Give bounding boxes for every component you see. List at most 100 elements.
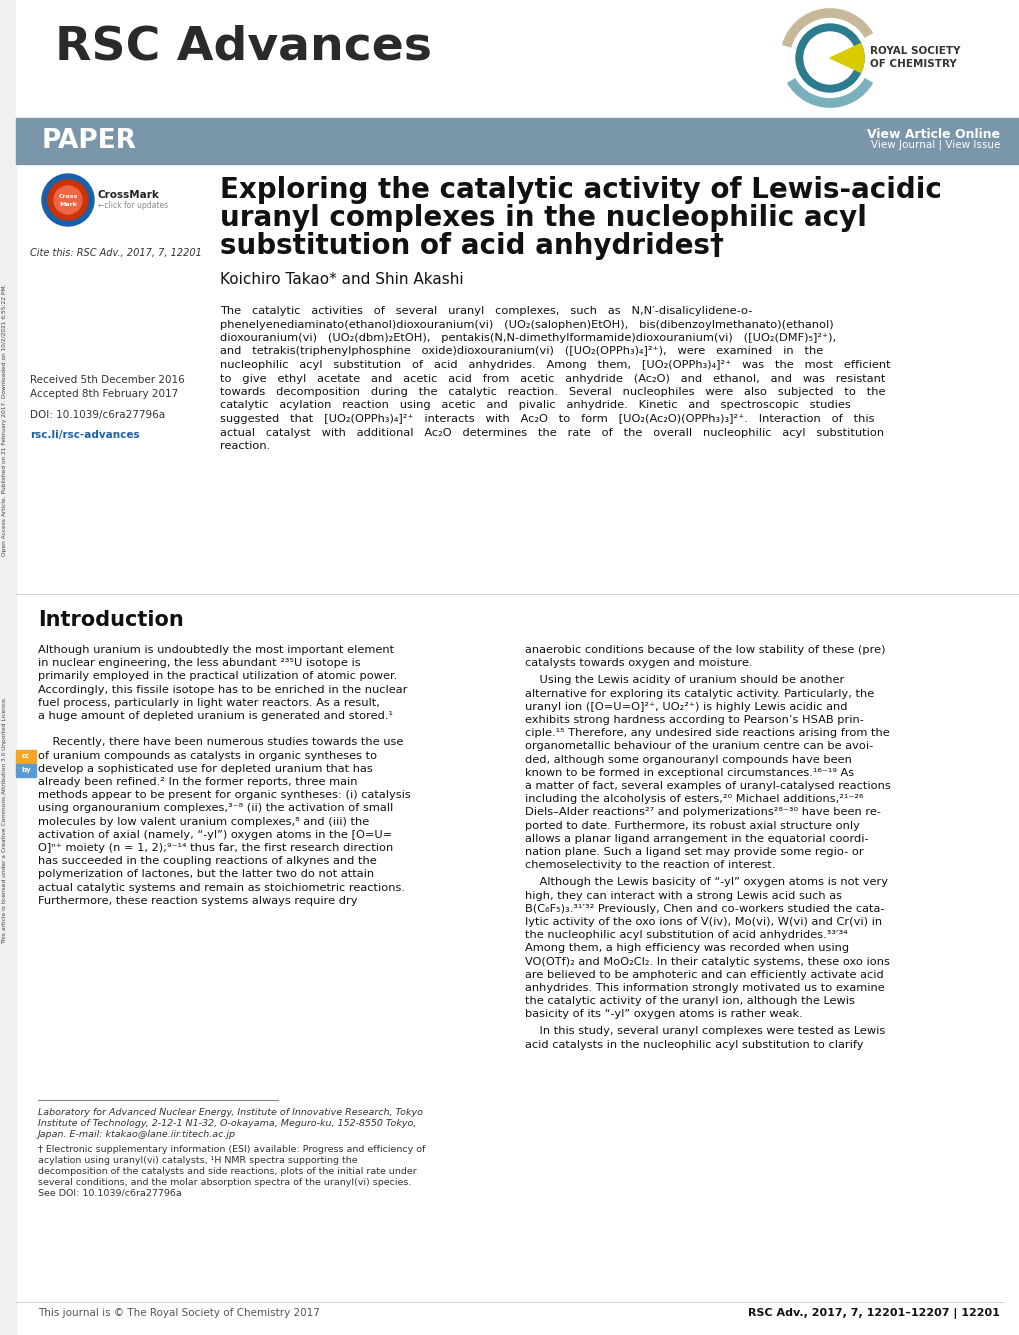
Text: † Electronic supplementary information (ESI) available: Progress and efficiency : † Electronic supplementary information (… (38, 1145, 425, 1153)
Text: exhibits strong hardness according to Pearson’s HSAB prin-: exhibits strong hardness according to Pe… (525, 716, 863, 725)
Text: a matter of fact, several examples of uranyl-catalysed reactions: a matter of fact, several examples of ur… (525, 781, 890, 790)
Text: O]ⁿ⁺ moiety (n = 1, 2);⁹⁻¹⁴ thus far, the first research direction: O]ⁿ⁺ moiety (n = 1, 2);⁹⁻¹⁴ thus far, th… (38, 842, 393, 853)
Text: phenelyenediaminato(ethanol)dioxouranium(vi)   (UO₂(salophen)EtOH),   bis(dibenz: phenelyenediaminato(ethanol)dioxouranium… (220, 319, 833, 330)
Text: already been refined.² In the former reports, three main: already been refined.² In the former rep… (38, 777, 357, 788)
Text: organometallic behaviour of the uranium centre can be avoi-: organometallic behaviour of the uranium … (525, 741, 872, 752)
Text: This journal is © The Royal Society of Chemistry 2017: This journal is © The Royal Society of C… (38, 1308, 320, 1318)
Text: uranyl ion ([O=U=O]²⁺, UO₂²⁺) is highly Lewis acidic and: uranyl ion ([O=U=O]²⁺, UO₂²⁺) is highly … (525, 702, 847, 712)
Text: anaerobic conditions because of the low stability of these (pre): anaerobic conditions because of the low … (525, 645, 884, 655)
Text: uranyl complexes in the nucleophilic acyl: uranyl complexes in the nucleophilic acy… (220, 204, 866, 232)
Text: CrossMark: CrossMark (98, 190, 160, 200)
Text: nation plane. Such a ligand set may provide some regio- or: nation plane. Such a ligand set may prov… (525, 846, 863, 857)
Circle shape (42, 174, 94, 226)
Text: basicity of its “-yl” oxygen atoms is rather weak.: basicity of its “-yl” oxygen atoms is ra… (525, 1009, 802, 1020)
Text: acid catalysts in the nucleophilic acyl substitution to clarify: acid catalysts in the nucleophilic acyl … (525, 1040, 863, 1049)
Text: Accordingly, this fissile isotope has to be enriched in the nuclear: Accordingly, this fissile isotope has to… (38, 685, 407, 694)
Circle shape (795, 24, 863, 92)
Circle shape (48, 180, 88, 220)
Text: including the alcoholysis of esters,²⁰ Michael additions,²¹⁻²⁶: including the alcoholysis of esters,²⁰ M… (525, 794, 863, 804)
Text: reaction.: reaction. (220, 441, 270, 451)
Text: rsc.li/rsc-advances: rsc.li/rsc-advances (30, 430, 140, 441)
Text: Open Access Article. Published on 21 February 2017. Downloaded on 10/2/2021 6:55: Open Access Article. Published on 21 Feb… (2, 284, 7, 557)
Bar (16, 117, 1019, 164)
Text: polymerization of lactones, but the latter two do not attain: polymerization of lactones, but the latt… (38, 869, 374, 880)
Text: Received 5th December 2016: Received 5th December 2016 (30, 375, 184, 384)
Text: anhydrides. This information strongly motivated us to examine: anhydrides. This information strongly mo… (525, 983, 883, 993)
Text: alternative for exploring its catalytic activity. Particularly, the: alternative for exploring its catalytic … (525, 689, 873, 698)
Text: towards   decomposition   during   the   catalytic   reaction.   Several   nucle: towards decomposition during the catalyt… (220, 387, 884, 396)
Text: OF CHEMISTRY: OF CHEMISTRY (869, 59, 956, 69)
Text: ded, although some organouranyl compounds have been: ded, although some organouranyl compound… (525, 754, 851, 765)
Text: are believed to be amphoteric and can efficiently activate acid: are believed to be amphoteric and can ef… (525, 969, 882, 980)
Text: of uranium compounds as catalysts in organic syntheses to: of uranium compounds as catalysts in org… (38, 750, 377, 761)
Text: fuel process, particularly in light water reactors. As a result,: fuel process, particularly in light wate… (38, 698, 379, 708)
Text: Furthermore, these reaction systems always require dry: Furthermore, these reaction systems alwa… (38, 896, 357, 906)
Text: The   catalytic   activities   of   several   uranyl   complexes,   such   as   : The catalytic activities of several uran… (220, 306, 752, 316)
Text: Among them, a high efficiency was recorded when using: Among them, a high efficiency was record… (525, 944, 848, 953)
Text: RSC Advances: RSC Advances (55, 25, 432, 69)
Text: This article is licensed under a Creative Commons Attribution 3.0 Unported Licen: This article is licensed under a Creativ… (2, 696, 7, 944)
Text: ←click for updates: ←click for updates (98, 202, 168, 210)
Text: Laboratory for Advanced Nuclear Energy, Institute of Innovative Research, Tokyo: Laboratory for Advanced Nuclear Energy, … (38, 1108, 423, 1117)
Text: DOI: 10.1039/c6ra27796a: DOI: 10.1039/c6ra27796a (30, 410, 165, 421)
Text: and   tetrakis(triphenylphosphine   oxide)dioxouranium(vi)   ([UO₂(OPPh₃)₄]²⁺), : and tetrakis(triphenylphosphine oxide)di… (220, 347, 822, 356)
Text: dioxouranium(vi)   (UO₂(dbm)₂EtOH),   pentakis(N,N-dimethylformamide)dioxouraniu: dioxouranium(vi) (UO₂(dbm)₂EtOH), pentak… (220, 332, 836, 343)
Text: by: by (21, 768, 31, 773)
Text: using organouranium complexes,³⁻⁸ (ii) the activation of small: using organouranium complexes,³⁻⁸ (ii) t… (38, 804, 393, 813)
Text: cc: cc (21, 753, 31, 760)
Text: decomposition of the catalysts and side reactions, plots of the initial rate und: decomposition of the catalysts and side … (38, 1167, 417, 1176)
Text: in nuclear engineering, the less abundant ²³⁵U isotope is: in nuclear engineering, the less abundan… (38, 658, 361, 669)
Text: methods appear to be present for organic syntheses: (i) catalysis: methods appear to be present for organic… (38, 790, 411, 800)
Text: ported to date. Furthermore, its robust axial structure only: ported to date. Furthermore, its robust … (525, 821, 859, 830)
Text: suggested   that   [UO₂(OPPh₃)₄]²⁺   interacts   with   Ac₂O   to   form   [UO₂(: suggested that [UO₂(OPPh₃)₄]²⁺ interacts… (220, 414, 873, 425)
Text: activation of axial (namely, “-yl”) oxygen atoms in the [O=U=: activation of axial (namely, “-yl”) oxyg… (38, 830, 392, 840)
Text: ciple.¹⁵ Therefore, any undesired side reactions arising from the: ciple.¹⁵ Therefore, any undesired side r… (525, 728, 889, 738)
Bar (0, 0, 16, 1335)
Bar (16, 750, 36, 764)
Text: Accepted 8th February 2017: Accepted 8th February 2017 (30, 388, 178, 399)
Text: VO(OTf)₂ and MoO₂Cl₂. In their catalytic systems, these oxo ions: VO(OTf)₂ and MoO₂Cl₂. In their catalytic… (525, 956, 889, 967)
Text: high, they can interact with a strong Lewis acid such as: high, they can interact with a strong Le… (525, 890, 841, 901)
Text: Cite this: RSC Adv., 2017, 7, 12201: Cite this: RSC Adv., 2017, 7, 12201 (30, 248, 202, 258)
Text: molecules by low valent uranium complexes,⁸ and (iii) the: molecules by low valent uranium complexe… (38, 817, 369, 826)
Text: chemoselectivity to the reaction of interest.: chemoselectivity to the reaction of inte… (525, 860, 774, 870)
Text: RSC Adv., 2017, 7, 12201–12207 | 12201: RSC Adv., 2017, 7, 12201–12207 | 12201 (747, 1308, 999, 1319)
Text: B(C₆F₅)₃.³¹′³² Previously, Chen and co-workers studied the cata-: B(C₆F₅)₃.³¹′³² Previously, Chen and co-w… (525, 904, 883, 913)
Text: ROYAL SOCIETY: ROYAL SOCIETY (869, 45, 960, 56)
Text: Institute of Technology, 2-12-1 N1-32, O-okayama, Meguro-ku, 152-8550 Tokyo,: Institute of Technology, 2-12-1 N1-32, O… (38, 1119, 416, 1128)
Text: Japan. E-mail: ktakao@lane.iir.titech.ac.jp: Japan. E-mail: ktakao@lane.iir.titech.ac… (38, 1129, 235, 1139)
Text: catalytic   acylation   reaction   using   acetic   and   pivalic   anhydride.  : catalytic acylation reaction using aceti… (220, 400, 850, 410)
Bar (16, 764, 36, 777)
Text: nucleophilic   acyl   substitution   of   acid   anhydrides.   Among   them,   [: nucleophilic acyl substitution of acid a… (220, 360, 890, 370)
Text: the nucleophilic acyl substitution of acid anhydrides.³³′³⁴: the nucleophilic acyl substitution of ac… (525, 930, 847, 940)
Text: PAPER: PAPER (42, 128, 137, 154)
Text: allows a planar ligand arrangement in the equatorial coordi-: allows a planar ligand arrangement in th… (525, 834, 868, 844)
Circle shape (803, 32, 855, 84)
Text: has succeeded in the coupling reactions of alkynes and the: has succeeded in the coupling reactions … (38, 856, 376, 866)
Text: Using the Lewis acidity of uranium should be another: Using the Lewis acidity of uranium shoul… (525, 676, 844, 685)
Text: In this study, several uranyl complexes were tested as Lewis: In this study, several uranyl complexes … (525, 1027, 884, 1036)
Text: several conditions, and the molar absorption spectra of the uranyl(vi) species.: several conditions, and the molar absorp… (38, 1177, 411, 1187)
Text: a huge amount of depleted uranium is generated and stored.¹: a huge amount of depleted uranium is gen… (38, 712, 392, 721)
Text: to   give   ethyl   acetate   and   acetic   acid   from   acetic   anhydride   : to give ethyl acetate and acetic acid fr… (220, 374, 884, 383)
Text: develop a sophisticated use for depleted uranium that has: develop a sophisticated use for depleted… (38, 764, 372, 774)
Text: substitution of acid anhydrides†: substitution of acid anhydrides† (220, 232, 723, 260)
Text: Cross: Cross (58, 195, 77, 199)
Text: Exploring the catalytic activity of Lewis-acidic: Exploring the catalytic activity of Lewi… (220, 176, 941, 204)
Text: actual   catalyst   with   additional   Ac₂O   determines   the   rate   of   th: actual catalyst with additional Ac₂O det… (220, 427, 883, 438)
Text: Mark: Mark (59, 203, 76, 207)
Circle shape (54, 186, 82, 214)
Wedge shape (829, 44, 863, 72)
Text: lytic activity of the oxo ions of V(iv), Mo(vi), W(vi) and Cr(vi) in: lytic activity of the oxo ions of V(iv),… (525, 917, 881, 926)
Text: known to be formed in exceptional circumstances.¹⁶⁻¹⁹ As: known to be formed in exceptional circum… (525, 768, 853, 778)
Text: Koichiro Takao* and Shin Akashi: Koichiro Takao* and Shin Akashi (220, 272, 464, 287)
Text: acylation using uranyl(vi) catalysts, ¹H NMR spectra supporting the: acylation using uranyl(vi) catalysts, ¹H… (38, 1156, 358, 1165)
Bar (16, 0, 1019, 117)
Text: View Article Online: View Article Online (866, 128, 999, 142)
Text: primarily employed in the practical utilization of atomic power.: primarily employed in the practical util… (38, 672, 397, 681)
Text: actual catalytic systems and remain as stoichiometric reactions.: actual catalytic systems and remain as s… (38, 882, 405, 893)
Text: View Journal | View Issue: View Journal | View Issue (870, 140, 999, 151)
Text: Recently, there have been numerous studies towards the use: Recently, there have been numerous studi… (38, 737, 403, 748)
Text: See DOI: 10.1039/c6ra27796a: See DOI: 10.1039/c6ra27796a (38, 1189, 181, 1197)
Text: Diels–Alder reactions²⁷ and polymerizations²⁸⁻³⁰ have been re-: Diels–Alder reactions²⁷ and polymerizati… (525, 808, 880, 817)
